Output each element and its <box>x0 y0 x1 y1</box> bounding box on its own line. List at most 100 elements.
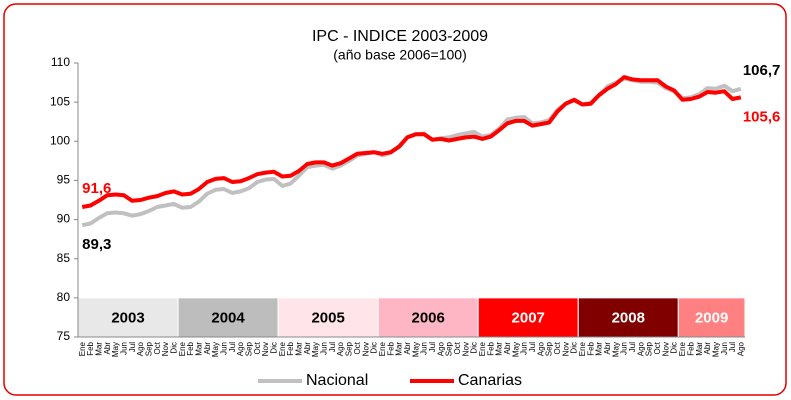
x-tick-label: Jul <box>728 342 737 352</box>
x-tick-label: Ago <box>536 341 545 356</box>
x-tick-label: Feb <box>286 341 295 355</box>
x-tick-label: Mar <box>94 342 103 356</box>
x-tick-label: Oct <box>553 341 562 354</box>
value-label: 105,6 <box>743 108 781 125</box>
x-tick-label: Feb <box>86 341 95 355</box>
x-tick-label: Ago <box>336 341 345 356</box>
year-band-label: 2007 <box>512 309 545 326</box>
y-tick-label: 90 <box>57 212 71 226</box>
year-band <box>77 297 179 338</box>
x-tick-label: Nov <box>261 342 270 356</box>
x-tick-label: Nov <box>661 342 670 356</box>
year-band-label: 2004 <box>211 309 245 326</box>
legend-label: Canarias <box>458 372 522 389</box>
x-tick-label: Jun <box>720 342 729 355</box>
series-line <box>81 75 742 209</box>
x-tick-label: Mar <box>195 342 204 356</box>
x-tick-label: Abr <box>603 342 612 355</box>
x-tick-label: Mar <box>495 342 504 356</box>
value-label: 106,7 <box>743 62 781 79</box>
x-tick-label: Jul <box>128 342 137 352</box>
x-tick-label: May <box>211 342 220 357</box>
x-tick-label: Ene <box>378 341 387 356</box>
x-tick-label: May <box>611 342 620 357</box>
x-tick-label: Ene <box>478 341 487 356</box>
x-tick-label: Oct <box>153 341 162 354</box>
y-tick-label: 80 <box>57 290 71 304</box>
value-label: 89,3 <box>82 236 111 253</box>
y-tick-label: 85 <box>57 251 71 265</box>
x-tick-label: Mar <box>595 342 604 356</box>
x-tick-label: Jul <box>328 342 337 352</box>
y-tick-label: 110 <box>51 55 70 69</box>
chart-subtitle: (año base 2006=100) <box>333 47 467 63</box>
x-tick-label: Nov <box>161 342 170 356</box>
x-tick-label: Abr <box>203 342 212 355</box>
x-tick-label: Oct <box>253 341 262 354</box>
x-tick-label: Jul <box>528 342 537 352</box>
x-tick-label: Nov <box>461 342 470 356</box>
x-tick-label: Oct <box>453 341 462 354</box>
x-tick-label: Sep <box>144 341 153 356</box>
x-tick-label: Ago <box>636 341 645 356</box>
chart-title: IPC - INDICE 2003-2009 <box>312 28 488 45</box>
x-tick-label: May <box>711 342 720 357</box>
x-tick-label: Mar <box>295 342 304 356</box>
x-tick-label: Sep <box>545 341 554 356</box>
x-tick-label: Abr <box>703 342 712 355</box>
x-tick-label: Sep <box>645 341 654 356</box>
year-band-label: 2003 <box>111 309 144 326</box>
x-tick-label: Dic <box>570 342 579 354</box>
x-tick-label: May <box>311 342 320 357</box>
x-tick-label: Dic <box>370 342 379 354</box>
year-band <box>677 297 746 338</box>
x-tick-label: Oct <box>653 341 662 354</box>
x-tick-label: Oct <box>353 341 362 354</box>
y-tick-label: 105 <box>50 94 70 108</box>
x-tick-label: Nov <box>561 342 570 356</box>
x-tick-label: Jun <box>520 342 529 355</box>
x-tick-label: Dic <box>169 342 178 354</box>
x-tick-label: Abr <box>303 342 312 355</box>
x-tick-label: Jun <box>119 342 128 355</box>
year-band-label: 2009 <box>695 309 728 326</box>
x-tick-label: Ago <box>436 341 445 356</box>
x-tick-label: Ene <box>678 341 687 356</box>
x-tick-label: Mar <box>695 342 704 356</box>
x-tick-label: Feb <box>186 341 195 355</box>
y-tick-label: 95 <box>57 173 71 187</box>
x-tick-label: Ene <box>178 341 187 356</box>
x-tick-label: Sep <box>445 341 454 356</box>
x-tick-label: Jun <box>420 342 429 355</box>
x-tick-label: Feb <box>686 341 695 355</box>
x-tick-label: Ago <box>736 341 745 356</box>
x-tick-label: Sep <box>345 341 354 356</box>
x-tick-label: May <box>111 342 120 357</box>
x-tick-label: Abr <box>503 342 512 355</box>
year-band-label: 2008 <box>612 309 645 326</box>
x-tick-label: Jul <box>228 342 237 352</box>
x-tick-label: Jul <box>428 342 437 352</box>
x-tick-label: Feb <box>486 341 495 355</box>
x-tick-label: Jun <box>220 342 229 355</box>
x-tick-label: Dic <box>670 342 679 354</box>
x-tick-label: Sep <box>245 341 254 356</box>
x-tick-label: Feb <box>586 341 595 355</box>
x-tick-label: Jun <box>620 342 629 355</box>
x-tick-label: Mar <box>395 342 404 356</box>
y-tick-label: 100 <box>50 133 70 147</box>
x-tick-label: Jul <box>628 342 637 352</box>
x-tick-label: May <box>511 342 520 357</box>
x-tick-label: May <box>411 342 420 357</box>
year-band <box>277 297 379 338</box>
x-tick-label: Ago <box>136 341 145 356</box>
x-tick-label: Dic <box>470 342 479 354</box>
legend-label: Nacional <box>306 372 368 389</box>
year-band-label: 2006 <box>411 309 444 326</box>
x-tick-label: Ene <box>578 341 587 356</box>
year-band-label: 2005 <box>311 309 344 326</box>
x-tick-label: Ago <box>236 341 245 356</box>
y-tick-label: 75 <box>57 329 71 343</box>
x-tick-label: Nov <box>361 342 370 356</box>
